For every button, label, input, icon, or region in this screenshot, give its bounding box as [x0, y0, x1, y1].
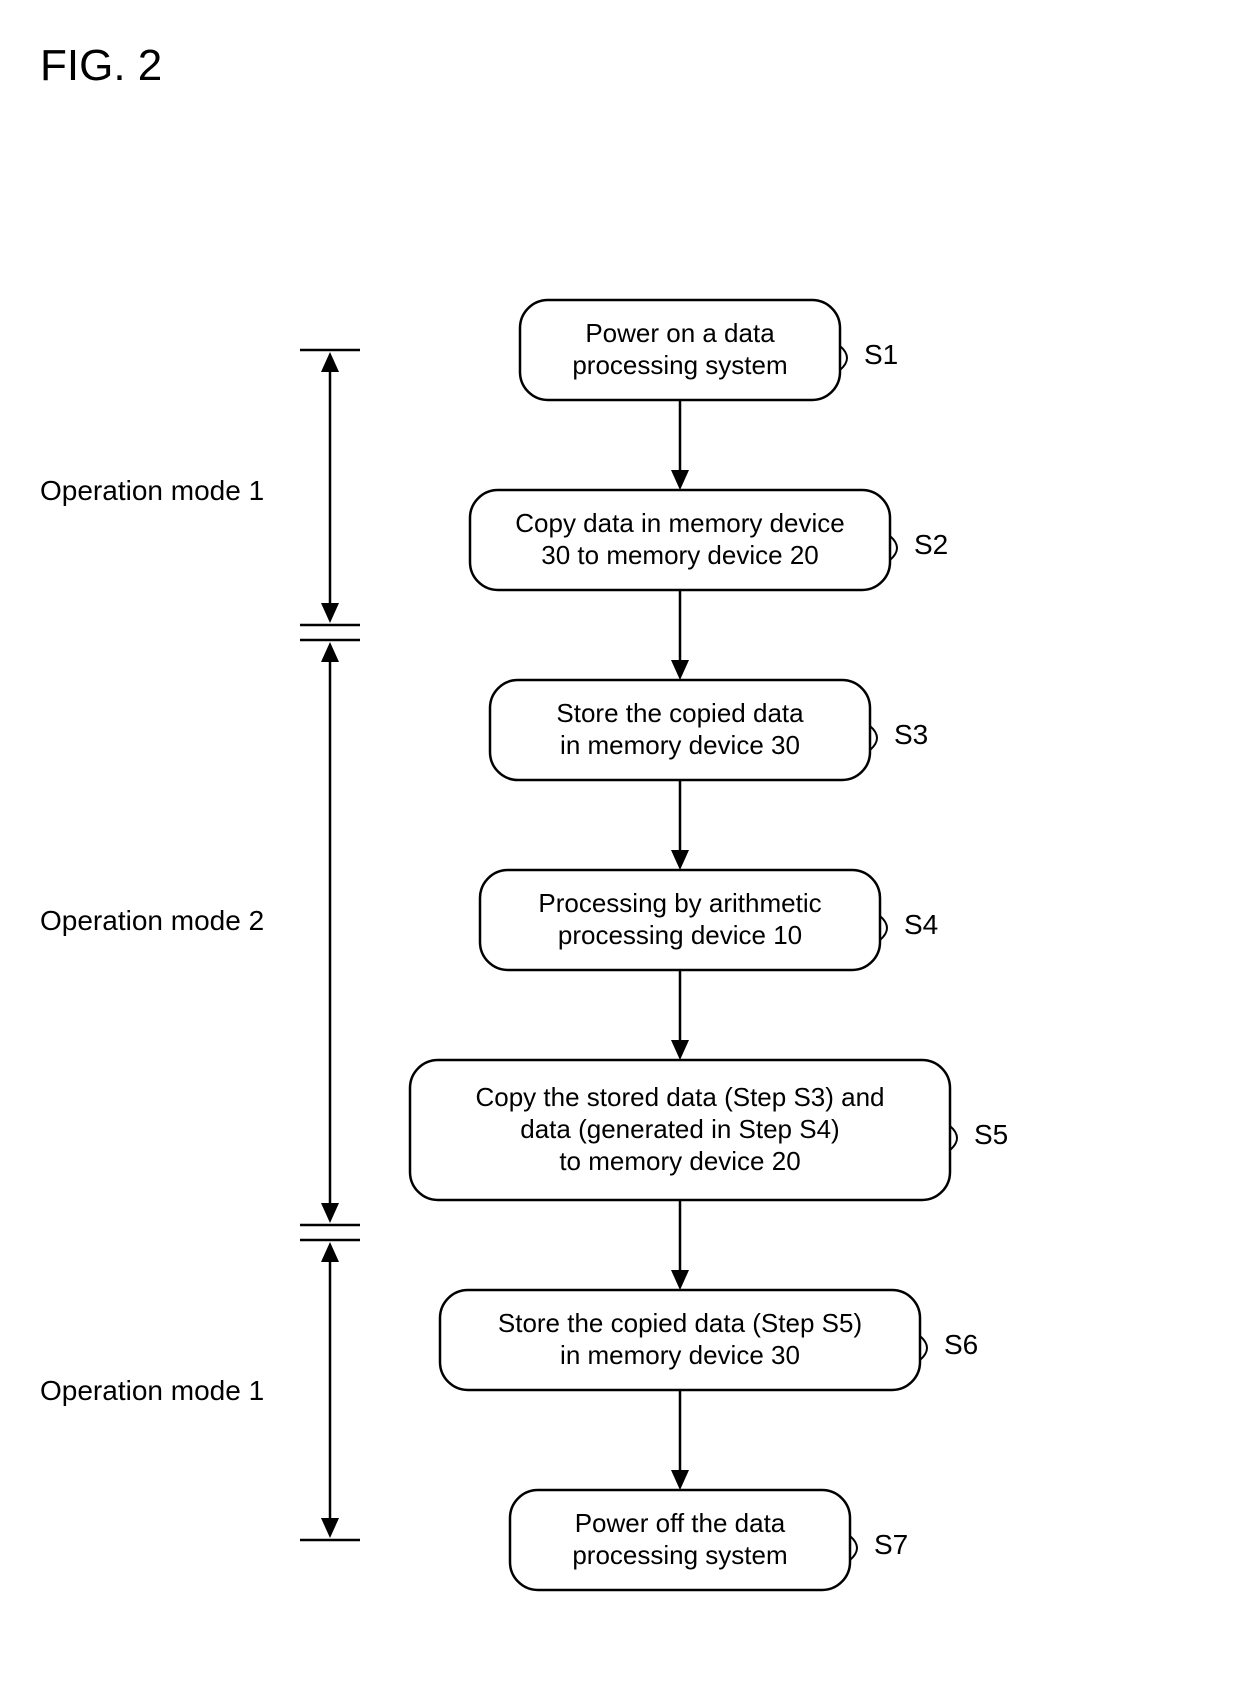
node-S3: Store the copied datain memory device 30…: [490, 680, 928, 780]
node-text: processing system: [572, 350, 787, 380]
figure-title: FIG. 2: [40, 41, 162, 90]
mode-range-1: Operation mode 2: [40, 640, 360, 1225]
node-text: 30 to memory device 20: [541, 540, 818, 570]
node-text: in memory device 30: [560, 1340, 800, 1370]
arrowhead-down-icon: [321, 1518, 339, 1538]
mode-label: Operation mode 1: [40, 475, 264, 506]
arrowhead-down-icon: [321, 603, 339, 623]
flowchart: FIG. 2Power on a dataprocessing systemS1…: [0, 0, 1240, 1681]
step-label-S7: S7: [874, 1529, 908, 1560]
arrowhead-down-icon: [321, 1203, 339, 1223]
node-text: processing device 10: [558, 920, 802, 950]
arrowhead-icon: [671, 1270, 689, 1290]
step-label-S3: S3: [894, 719, 928, 750]
step-label-S5: S5: [974, 1119, 1008, 1150]
mode-label: Operation mode 2: [40, 905, 264, 936]
arrowhead-up-icon: [321, 352, 339, 372]
arrowhead-up-icon: [321, 1242, 339, 1262]
node-text: Power on a data: [585, 318, 775, 348]
arrowhead-icon: [671, 1470, 689, 1490]
step-label-S6: S6: [944, 1329, 978, 1360]
node-text: Copy data in memory device: [515, 508, 844, 538]
step-label-S4: S4: [904, 909, 938, 940]
arrowhead-icon: [671, 660, 689, 680]
arrowhead-icon: [671, 470, 689, 490]
step-label-S1: S1: [864, 339, 898, 370]
mode-label: Operation mode 1: [40, 1375, 264, 1406]
node-text: to memory device 20: [559, 1146, 800, 1176]
arrowhead-icon: [671, 850, 689, 870]
node-text: processing system: [572, 1540, 787, 1570]
node-S6: Store the copied data (Step S5)in memory…: [440, 1290, 978, 1390]
node-text: Store the copied data (Step S5): [498, 1308, 862, 1338]
mode-range-2: Operation mode 1: [40, 1240, 360, 1540]
node-S1: Power on a dataprocessing system S1: [520, 300, 898, 400]
arrowhead-up-icon: [321, 642, 339, 662]
node-S2: Copy data in memory device30 to memory d…: [470, 490, 948, 590]
node-S7: Power off the dataprocessing system S7: [510, 1490, 908, 1590]
node-text: in memory device 30: [560, 730, 800, 760]
node-S4: Processing by arithmeticprocessing devic…: [480, 870, 938, 970]
node-text: data (generated in Step S4): [520, 1114, 839, 1144]
mode-range-0: Operation mode 1: [40, 350, 360, 625]
node-text: Power off the data: [575, 1508, 786, 1538]
node-text: Processing by arithmetic: [538, 888, 821, 918]
step-label-S2: S2: [914, 529, 948, 560]
node-text: Copy the stored data (Step S3) and: [475, 1082, 884, 1112]
node-S5: Copy the stored data (Step S3) anddata (…: [410, 1060, 1008, 1200]
arrowhead-icon: [671, 1040, 689, 1060]
node-text: Store the copied data: [556, 698, 804, 728]
